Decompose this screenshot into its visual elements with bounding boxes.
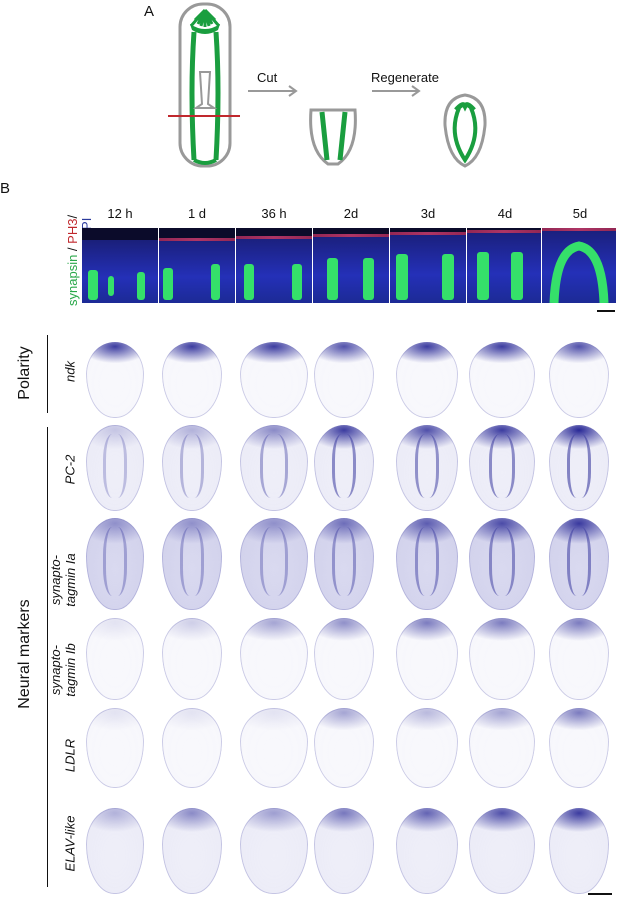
in-situ-embryo xyxy=(549,708,609,788)
row-label-synaptotagmin-ib: synapto- tagmin Ib xyxy=(48,625,78,715)
separator: / xyxy=(65,214,80,219)
regenerated-worm-illustration xyxy=(443,93,487,168)
timepoint-label: 36 h xyxy=(261,206,287,221)
nerve-cord-stain xyxy=(103,527,127,597)
in-situ-embryo xyxy=(162,342,222,418)
in-situ-embryo xyxy=(240,808,308,894)
in-situ-embryo xyxy=(240,518,308,610)
fluor-image-4d xyxy=(467,228,541,303)
brain-arch xyxy=(549,241,609,303)
in-situ-embryo xyxy=(396,518,458,610)
nerve-cord-stain xyxy=(567,527,591,597)
regenerate-label: Regenerate xyxy=(371,70,439,85)
gene-line2: tagmin Ib xyxy=(63,643,78,697)
panel-a-diagram xyxy=(168,2,487,168)
in-situ-embryo xyxy=(86,425,144,511)
scale-bar-bottom xyxy=(588,893,612,895)
synapsin-label: synapsin xyxy=(65,254,80,306)
row-label-pc2: PC-2 xyxy=(62,454,78,485)
fluor-image-36h xyxy=(236,228,312,303)
in-situ-embryo xyxy=(396,618,458,700)
in-situ-embryo xyxy=(162,708,222,788)
nerve-cord-stain xyxy=(180,433,204,499)
timepoint-label: 12 h xyxy=(107,206,133,221)
polarity-bracket xyxy=(47,335,48,413)
in-situ-embryo xyxy=(314,618,374,700)
in-situ-embryo xyxy=(396,425,458,511)
fluor-image-1d xyxy=(159,228,235,303)
ph3-label: PH3 xyxy=(65,218,80,244)
nerve-cord-stain xyxy=(488,433,516,499)
panel-b-letter: B xyxy=(0,180,11,197)
in-situ-embryo xyxy=(549,518,609,610)
row-label-elav-like: ELAV-like xyxy=(62,815,78,872)
in-situ-embryo xyxy=(240,708,308,788)
scale-bar xyxy=(597,310,615,312)
timepoint-label: 5d xyxy=(572,206,588,221)
in-situ-embryo xyxy=(162,808,222,894)
fluor-image-5d xyxy=(542,228,616,303)
nerve-cord-stain xyxy=(414,433,440,499)
in-situ-embryo xyxy=(86,808,144,894)
gene-line2: tagmin Ia xyxy=(63,553,78,607)
in-situ-embryo xyxy=(469,618,535,700)
in-situ-embryo xyxy=(314,518,374,610)
nerve-cord-stain xyxy=(260,433,288,499)
in-situ-embryo xyxy=(240,618,308,700)
fluor-image-12h xyxy=(82,228,158,303)
cut-label: Cut xyxy=(257,70,278,85)
row-label-synaptotagmin-ia: synapto- tagmin Ia xyxy=(48,535,78,625)
in-situ-embryo xyxy=(240,342,308,418)
in-situ-embryo xyxy=(162,618,222,700)
in-situ-embryo xyxy=(86,518,144,610)
gene-line1: synapto- xyxy=(48,555,63,605)
in-situ-embryo xyxy=(86,618,144,700)
nerve-cord-stain xyxy=(567,433,591,499)
in-situ-embryo xyxy=(240,425,308,511)
in-situ-embryo xyxy=(396,808,458,894)
nerve-cord-stain xyxy=(180,527,204,597)
nerve-cord-stain xyxy=(488,527,516,597)
fluor-image-3d xyxy=(390,228,466,303)
in-situ-embryo xyxy=(549,618,609,700)
in-situ-embryo xyxy=(549,342,609,418)
in-situ-embryo xyxy=(314,425,374,511)
nerve-cord-stain xyxy=(260,527,288,597)
in-situ-embryo xyxy=(396,342,458,418)
in-situ-embryo xyxy=(469,425,535,511)
nerve-cord-stain xyxy=(414,527,440,597)
timepoint-label: 4d xyxy=(497,206,513,221)
nerve-cord-stain xyxy=(332,527,356,597)
separator: / xyxy=(65,243,80,255)
row-label-ldlr: LDLR xyxy=(62,738,78,773)
in-situ-embryo xyxy=(469,342,535,418)
in-situ-embryo xyxy=(469,808,535,894)
in-situ-embryo xyxy=(469,518,535,610)
in-situ-embryo xyxy=(314,342,374,418)
gene-line1: synapto- xyxy=(48,645,63,695)
row-label-ndk: ndk xyxy=(62,361,78,382)
fluor-image-2d xyxy=(313,228,389,303)
in-situ-embryo xyxy=(396,708,458,788)
neural-markers-bracket xyxy=(47,427,48,887)
in-situ-embryo xyxy=(469,708,535,788)
nerve-cord-stain xyxy=(332,433,356,499)
in-situ-embryo xyxy=(314,808,374,894)
nerve-cord-stain xyxy=(103,433,127,499)
in-situ-embryo xyxy=(549,425,609,511)
timepoint-label: 3d xyxy=(420,206,436,221)
in-situ-embryo xyxy=(86,708,144,788)
in-situ-embryo xyxy=(549,808,609,894)
panel-a-letter: A xyxy=(144,3,155,20)
intact-worm-illustration xyxy=(168,2,240,168)
neural-markers-label: Neural markers xyxy=(16,599,33,709)
polarity-label: Polarity xyxy=(16,346,33,400)
in-situ-embryo xyxy=(162,425,222,511)
tail-fragment-illustration xyxy=(309,108,357,166)
in-situ-embryo xyxy=(86,342,144,418)
in-situ-embryo xyxy=(314,708,374,788)
in-situ-embryo xyxy=(162,518,222,610)
timepoint-label: 1 d xyxy=(187,206,207,221)
timepoint-label: 2d xyxy=(343,206,359,221)
